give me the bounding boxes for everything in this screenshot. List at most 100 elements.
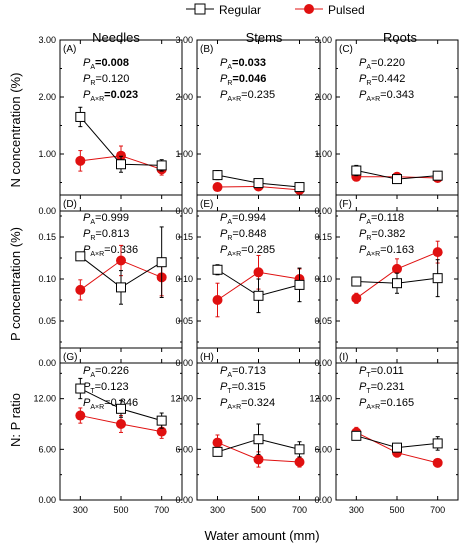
series-regular [351,430,443,453]
data-point-pulsed [116,150,126,161]
y-tick-label: 0.05 [38,316,56,326]
data-point-regular [392,174,402,185]
y-tick-label: 6.00 [175,444,193,454]
y-tick-label: 0.00 [38,206,56,216]
stat-line: PA=0.713 [220,365,266,379]
y-tick-label: 0.10 [314,274,332,284]
series-regular [351,164,443,185]
data-point-regular [351,165,362,176]
data-point-pulsed [116,255,126,266]
data-point-regular [212,446,223,457]
stat-line: PA=0.220 [359,57,405,71]
y-tick-label: 0.00 [175,495,193,505]
series-pulsed [351,240,443,304]
y-tick-label: 0.10 [175,274,193,284]
y-tick-label: 0.05 [175,316,193,326]
x-tick-label: 500 [113,505,128,515]
y-tick-label: 0.15 [38,232,56,242]
stat-line: PA×R=0.163 [359,244,414,258]
data-point-regular [116,282,126,293]
y-tick-label: 0.00 [314,495,332,505]
stat-line: PA=0.008 [83,57,129,71]
data-point-regular [116,403,126,414]
y-tick-label: 2.00 [38,92,56,102]
data-point-regular [294,182,305,193]
data-point-regular [351,430,362,441]
series-regular [351,259,443,298]
stat-line: PA×R=0.235 [220,89,275,103]
panel-letter: (A) [63,44,76,55]
legend-regular-marker [194,3,206,15]
panel-letter: (E) [200,199,213,210]
data-point-regular [75,111,86,122]
x-tick-label: 500 [251,505,266,515]
data-point-pulsed [351,293,362,304]
y-tick-label: 6.00 [314,444,332,454]
y-tick-label: 0.15 [175,232,193,242]
y-tick-label: 2.00 [175,92,193,102]
row-label-p-concentration: P concentration (%) [8,227,23,341]
series-regular [212,423,305,458]
panel-letter: (H) [200,352,214,363]
panel-letter: (F) [339,199,352,210]
data-point-pulsed [253,267,264,278]
stat-line: PA=0.226 [83,365,129,379]
panel-c: 0.00 1.00 2.00 3.00 (C) PA=0.220 PR=0.442 PA×R=… [314,35,459,216]
data-point-regular [116,159,126,170]
stat-line: PR=0.046 [220,73,266,87]
row-label-np-ratio: N: P ratio [8,393,23,447]
data-point-regular [156,160,167,171]
stat-line: PA×R=0.023 [83,89,138,103]
data-point-regular [75,383,86,394]
data-point-pulsed [75,284,86,295]
y-tick-label: 2.00 [314,92,332,102]
data-point-pulsed [432,247,443,258]
data-point-regular [75,251,86,262]
column-title-roots: Roots [383,30,417,45]
stat-line: PR=0.813 [83,228,129,242]
y-tick-label: 0.00 [314,358,332,368]
data-point-regular [253,434,264,445]
panel-a: 0.00 1.00 2.00 3.00 (A) PA=0.008 PR=0.120 PA×R=… [38,35,183,216]
panels: 0.00 1.00 2.00 3.00 (A) PA=0.008 PR=0.120 PA×R=… [33,35,459,515]
data-point-regular [351,276,362,287]
column-title-needles: Needles [92,30,140,45]
data-point-pulsed [212,182,223,193]
panel-letter: (G) [63,352,77,363]
data-point-regular [432,170,443,181]
y-tick-label: 0.00 [175,358,193,368]
panel-letter: (C) [339,44,353,55]
row-label-n-concentration: N concentration (%) [8,73,23,188]
y-tick-label: 3.00 [314,35,332,45]
stat-line: PT=0.315 [220,381,266,395]
data-point-regular [253,178,264,189]
series-regular [75,226,167,305]
x-tick-label: 700 [430,505,445,515]
stat-line: PA=0.999 [83,212,129,226]
y-tick-label: 0.00 [38,358,56,368]
x-tick-label: 700 [154,505,169,515]
data-point-regular [392,442,402,453]
data-point-regular [432,273,443,284]
stat-line: PA×R=0.336 [83,244,138,258]
stat-line: PA×R=0.324 [220,397,275,411]
stat-line: PA×R=0.165 [359,397,414,411]
panel-letter: (D) [63,199,77,210]
stat-line: PR=0.442 [359,73,405,87]
y-tick-label: 0.05 [314,316,332,326]
data-point-pulsed [392,263,402,274]
legend-regular-label: Regular [219,3,261,17]
x-tick-label: 300 [73,505,88,515]
y-tick-label: 3.00 [38,35,56,45]
data-point-regular [212,264,223,275]
data-point-regular [294,444,305,455]
y-tick-label: 0.00 [175,206,193,216]
stat-line: PT=0.011 [359,365,404,379]
data-point-pulsed [253,454,264,465]
panel-g: 0.00 6.00 12.00 300 500 700 (G) PA=0.226 PT=0.12… [33,347,183,515]
stat-line: PA×R=0.343 [359,89,414,103]
x-axis-title: Water amount (mm) [204,528,319,543]
data-point-pulsed [75,155,86,166]
series-regular [75,377,167,429]
